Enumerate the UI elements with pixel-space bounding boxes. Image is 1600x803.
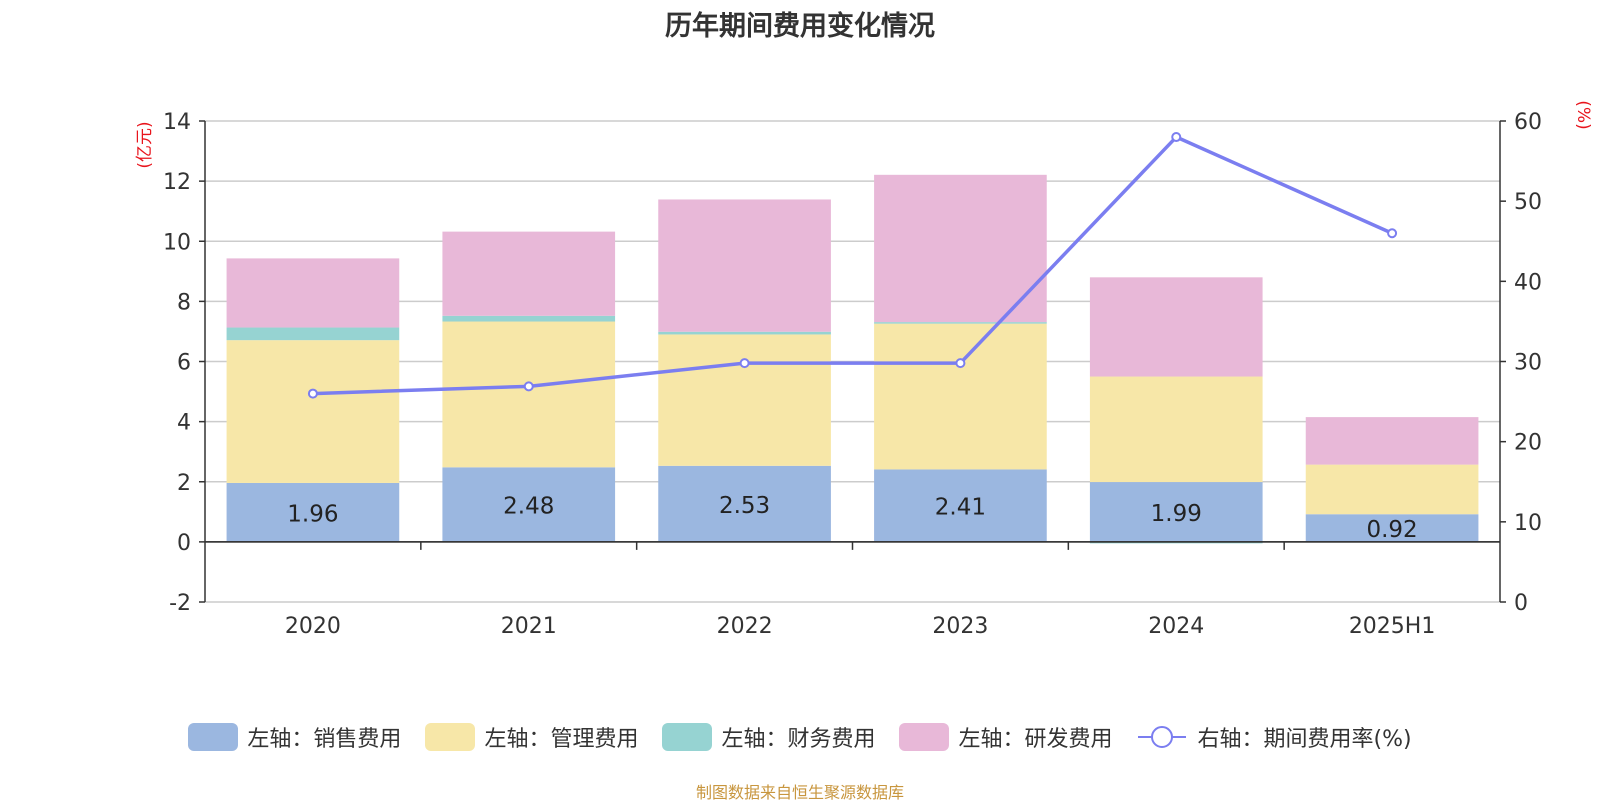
left-axis-tick-label: 6 xyxy=(177,351,191,376)
x-axis-tick-label: 2023 xyxy=(932,614,988,639)
bar-segment-series-3-2022 xyxy=(658,199,831,332)
bar-segment-series-1-2024 xyxy=(1089,376,1263,483)
expense-rate-line xyxy=(312,135,1393,396)
expense-rate-point xyxy=(523,381,534,392)
bar-value-label: 1.96 xyxy=(287,501,338,527)
left-axis-tick-label: 0 xyxy=(177,531,191,556)
legend-label-sales: 左轴：销售费用 xyxy=(247,727,402,752)
right-axis-unit: (%) xyxy=(1573,100,1593,129)
bar-segment-series-2-2022 xyxy=(658,331,831,335)
left-axis-tick-label: -2 xyxy=(169,591,191,616)
bar-segment-series-1-2025H1 xyxy=(1305,464,1479,515)
bar-segment-series-2-2023 xyxy=(874,322,1047,324)
legend-item-expense-rate[interactable]: 右轴：期间费用率(%) xyxy=(1136,721,1412,753)
bar-segment-series-1-2021 xyxy=(442,321,616,468)
bar-segment-series-3-2024 xyxy=(1089,277,1263,377)
x-axis-tick-label: 2020 xyxy=(285,614,341,639)
bar-segment-series-3-2020 xyxy=(226,258,400,328)
x-axis-tick-label: 2022 xyxy=(717,614,773,639)
bar-value-label: 0.92 xyxy=(1366,517,1417,543)
legend-label-expense-rate: 右轴：期间费用率(%) xyxy=(1197,727,1412,752)
legend-item-admin[interactable]: 左轴：管理费用 xyxy=(425,721,638,753)
bar-segment-series-0-2021 xyxy=(442,467,616,542)
legend-swatch-sales xyxy=(188,723,239,751)
right-axis-tick-label: 50 xyxy=(1514,190,1542,215)
x-axis-tick-label: 2021 xyxy=(501,614,557,639)
right-axis-tick-label: 20 xyxy=(1514,431,1542,456)
bar-segment-series-1-2022 xyxy=(658,334,831,466)
bar-value-label: 1.99 xyxy=(1151,501,1202,527)
bar-value-label: 2.53 xyxy=(719,493,770,519)
bar-segment-series-0-2022 xyxy=(658,465,831,542)
legend-label-admin: 左轴：管理费用 xyxy=(484,727,639,752)
labels-layer: 1.96 2.48 2.53 2.41 1.99 0.92 xyxy=(205,493,1500,543)
chart-canvas: -2 0 2 4 6 8 10 12 14 0 10 20 30 40 50 60 2020 2021 2022 20… xyxy=(135,100,1593,639)
bar-value-label: 2.48 xyxy=(503,494,554,520)
bar-segment-series-3-2025H1 xyxy=(1305,417,1479,465)
legend-label-rd: 左轴：研发费用 xyxy=(958,727,1113,752)
right-axis-tick-label: 60 xyxy=(1514,110,1542,135)
expense-rate-point xyxy=(739,358,750,369)
legend-item-finance[interactable]: 左轴：财务费用 xyxy=(662,721,875,753)
expense-rate-point xyxy=(1171,132,1182,143)
bars-layer xyxy=(226,174,1479,544)
expense-rate-point xyxy=(955,358,966,369)
left-axis-tick-label: 12 xyxy=(163,170,191,195)
bar-segment-series-1-2020 xyxy=(226,340,400,483)
legend-label-finance: 左轴：财务费用 xyxy=(721,727,876,752)
legend-swatch-admin xyxy=(425,723,476,751)
legend-swatch-rd xyxy=(899,723,950,751)
bar-value-label: 2.41 xyxy=(935,495,986,521)
legend: 左轴：销售费用 左轴：管理费用 左轴：财务费用 左轴：研发费用 右轴：期间费用率… xyxy=(0,720,1600,754)
legend-swatch-finance xyxy=(662,723,713,751)
left-axis-unit: (亿元) xyxy=(135,121,155,168)
expense-rate-point xyxy=(1387,228,1398,239)
right-axis-tick-label: 0 xyxy=(1514,591,1528,616)
right-axis-tick-label: 30 xyxy=(1514,351,1542,376)
left-axis-tick-label: 2 xyxy=(177,471,191,496)
legend-item-sales[interactable]: 左轴：销售费用 xyxy=(188,721,401,753)
right-axis-tick-label: 10 xyxy=(1514,511,1542,536)
bar-segment-series-0-2024 xyxy=(1089,482,1263,542)
left-axis-tick-label: 10 xyxy=(163,230,191,255)
chart-title: 历年期间费用变化情况 xyxy=(665,11,935,42)
bar-segment-series-2-2021 xyxy=(442,315,616,322)
grid-layer xyxy=(205,120,1500,603)
bar-segment-series-3-2021 xyxy=(442,231,616,316)
left-axis-tick-label: 14 xyxy=(163,110,191,135)
bar-segment-series-0-2023 xyxy=(874,469,1047,542)
x-axis-tick-label: 2024 xyxy=(1148,614,1204,639)
legend-swatch-expense-rate xyxy=(1138,726,1187,748)
x-axis-tick-label: 2025H1 xyxy=(1349,614,1436,639)
bar-segment-series-3-2023 xyxy=(874,174,1047,323)
source-note: 制图数据来自恒生聚源数据库 xyxy=(695,783,904,802)
left-axis-tick-label: 4 xyxy=(177,411,191,436)
bar-segment-series-0-2020 xyxy=(226,482,400,542)
legend-item-rd[interactable]: 左轴：研发费用 xyxy=(899,721,1112,753)
right-axis-tick-label: 40 xyxy=(1514,270,1542,295)
line-layer xyxy=(307,132,1398,399)
bar-segment-series-1-2023 xyxy=(874,323,1047,470)
bar-segment-series-2-2024 xyxy=(1089,541,1263,544)
expense-rate-point xyxy=(307,388,318,399)
bar-segment-series-0-2025H1 xyxy=(1305,514,1479,542)
bar-segment-series-2-2020 xyxy=(226,327,400,341)
left-axis-tick-label: 8 xyxy=(177,290,191,315)
